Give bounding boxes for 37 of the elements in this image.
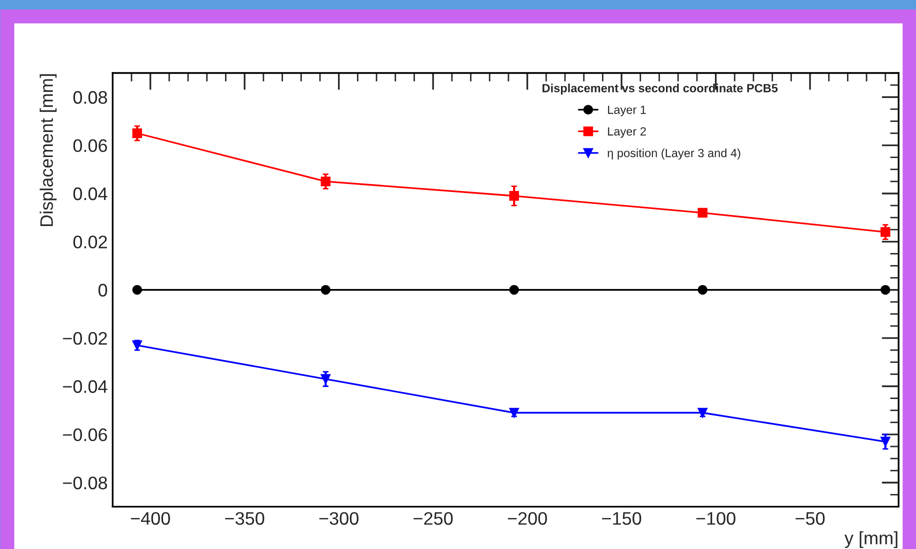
point [320,285,331,295]
point [132,285,142,295]
x-tick-label: −50 [796,512,825,525]
y-tick-label: 0.08 [73,91,108,104]
point [880,227,890,237]
y-tick-label: 0.06 [73,139,108,152]
point [509,191,519,201]
point [320,374,331,384]
point [698,285,708,295]
x-tick-label: −200 [508,512,547,525]
legend-title: Displacement vs second coordinate PCB5 [542,84,778,95]
point [132,128,142,138]
point [880,436,890,447]
y-tick-label: 0.04 [73,187,108,200]
x-tick-label: −100 [696,512,736,525]
x-tick-label: −300 [319,512,358,525]
x-tick-label: −400 [130,512,170,525]
y-tick-label: 0 [98,284,108,297]
point [509,285,519,295]
y-tick-label: −0.04 [63,380,108,393]
point [320,176,331,186]
x-axis-title: y [mm] [844,531,898,548]
y-axis-title: Displacement [mm] [40,74,57,226]
y-tick-label: −0.02 [63,332,107,345]
legend-label: Layer 1 [608,106,646,116]
x-tick-label: −150 [602,512,642,525]
y-tick-label: −0.08 [63,476,108,490]
x-tick-label: −250 [414,512,453,525]
y-tick-label: −0.06 [63,428,108,442]
point [698,408,708,418]
legend-label: Layer 2 [608,127,646,138]
point [880,285,890,295]
y-tick-label: 0.02 [73,236,107,248]
legend-label: η position (Layer 3 and 4) [608,148,740,160]
point [509,408,519,418]
point [698,208,708,218]
x-tick-label: −350 [225,512,264,525]
